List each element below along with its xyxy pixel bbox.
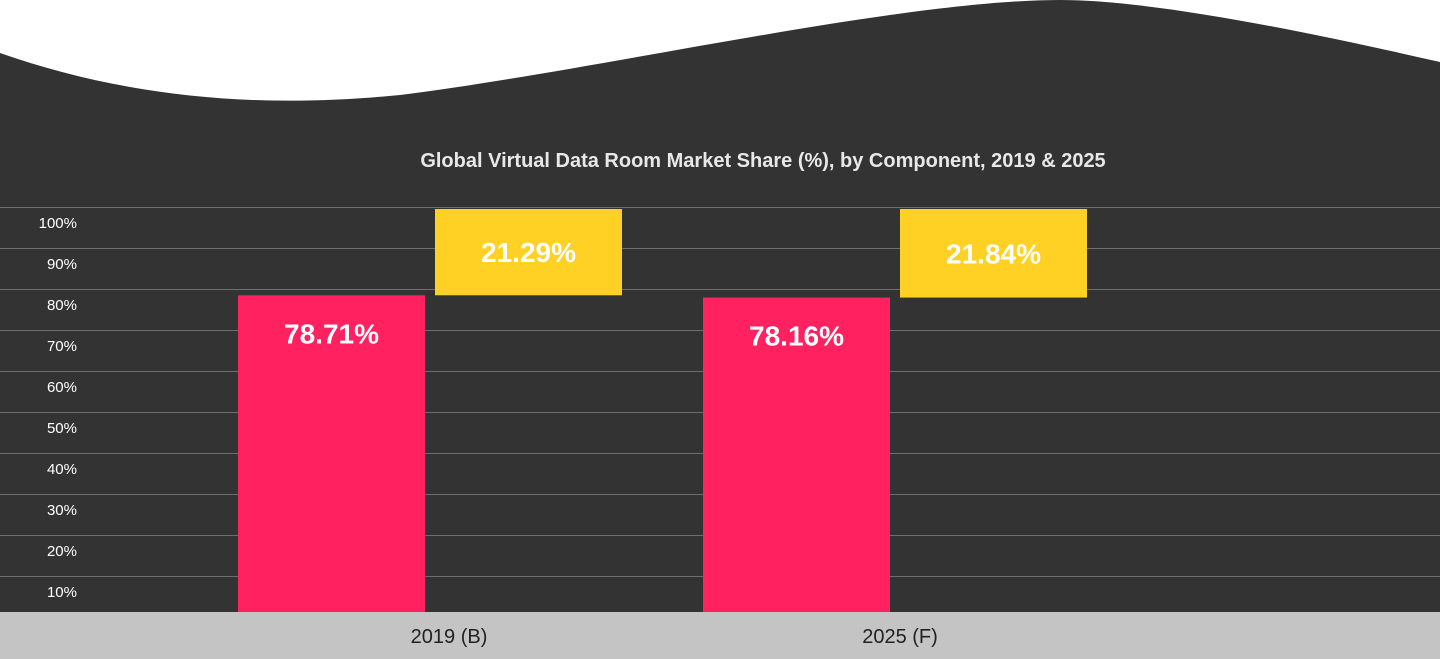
- y-tick-label: 100%: [39, 215, 77, 232]
- y-tick-label: 80%: [47, 297, 77, 314]
- decorative-wave: [0, 0, 1440, 101]
- y-tick-label: 60%: [47, 379, 77, 396]
- bar-primary: [703, 297, 890, 612]
- y-tick-label: 70%: [47, 338, 77, 355]
- y-tick-label: 50%: [47, 420, 77, 437]
- chart-title: Global Virtual Data Room Market Share (%…: [420, 150, 1106, 172]
- x-axis-band: [0, 612, 1440, 659]
- y-tick-label: 90%: [47, 256, 77, 273]
- bar-secondary: [900, 209, 1087, 298]
- bar-secondary-label: 21.84%: [946, 238, 1041, 269]
- y-tick-label: 40%: [47, 461, 77, 478]
- y-tick-label: 30%: [47, 502, 77, 519]
- bar-secondary: [435, 209, 622, 296]
- bar-primary: [238, 295, 425, 612]
- x-category-label: 2019 (B): [411, 626, 488, 648]
- y-tick-label: 20%: [47, 543, 77, 560]
- bar-primary-label: 78.71%: [284, 318, 379, 349]
- bar-secondary-label: 21.29%: [481, 237, 576, 268]
- y-tick-label: 10%: [47, 584, 77, 601]
- x-category-label: 2025 (F): [862, 626, 938, 648]
- bar-primary-label: 78.16%: [749, 321, 844, 352]
